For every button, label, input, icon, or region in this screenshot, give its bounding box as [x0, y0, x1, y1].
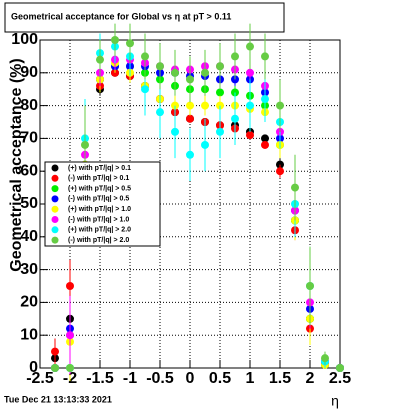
x-tick-label: 0.5	[209, 370, 231, 387]
legend-marker	[51, 216, 59, 223]
chart-title: Geometrical acceptance for Global vs η a…	[11, 11, 231, 21]
data-point	[261, 52, 269, 61]
data-point	[201, 68, 209, 77]
data-point	[246, 42, 254, 51]
data-point	[291, 183, 299, 192]
data-point	[246, 101, 254, 110]
data-point	[261, 95, 269, 104]
y-tick-label: 90	[20, 64, 38, 81]
data-point	[306, 282, 314, 290]
data-point	[66, 331, 74, 340]
legend-label: (+) with pT/|q| > 2.0	[68, 227, 131, 234]
y-tick-label: 40	[20, 228, 38, 245]
data-point	[171, 127, 179, 136]
data-point	[126, 39, 134, 48]
legend-label: (+) with pT/|q| > 1.0	[68, 206, 131, 213]
legend-label: (+) with pT/|q| > 0.5	[68, 185, 131, 192]
y-tick-label: 50	[20, 195, 38, 212]
data-point	[186, 114, 194, 123]
data-point	[321, 354, 329, 363]
x-tick-label: -2.5	[26, 370, 54, 387]
plot-frame	[39, 39, 341, 369]
data-point	[246, 68, 254, 77]
data-point	[186, 101, 194, 110]
y-tick-label: 10	[20, 326, 38, 343]
data-point	[66, 282, 74, 290]
y-axis-label: Geometrical acceptance (%)	[8, 58, 25, 271]
x-tick-label: 0	[186, 370, 195, 387]
series	[51, 23, 344, 372]
y-tick-label: 20	[20, 294, 38, 311]
legend-label: (-) with pT/|q| > 0.5	[68, 196, 129, 203]
data-point	[81, 140, 89, 149]
y-tick-label: 80	[20, 97, 38, 114]
data-point	[66, 364, 74, 372]
legend: (+) with pT/|q| > 0.1 (-) with pT/|q| > 0…	[44, 161, 161, 247]
x-tick-label: 1.5	[269, 370, 291, 387]
legend-marker	[51, 164, 59, 172]
x-tick-label: 1	[246, 370, 255, 387]
data-point	[96, 55, 104, 64]
x-tick-label: 2	[306, 370, 315, 387]
legend-box	[44, 161, 161, 247]
y-tick-label: 60	[20, 162, 38, 179]
x-tick-label: 2.5	[329, 370, 351, 387]
legend-marker	[51, 185, 59, 193]
x-tick-label: -1.5	[86, 370, 114, 387]
legend-marker	[51, 236, 59, 244]
legend-marker	[51, 174, 59, 182]
y-tick-label: 100	[11, 31, 38, 48]
data-point	[201, 101, 209, 110]
data-point	[141, 85, 149, 94]
data-point	[261, 140, 269, 149]
title-box	[4, 2, 285, 33]
data-point	[231, 52, 239, 61]
y-tick-label: 70	[20, 130, 38, 147]
data-point	[216, 88, 224, 97]
data-point	[51, 364, 59, 372]
legend-marker	[51, 226, 59, 234]
data-point	[231, 114, 239, 123]
data-point	[111, 36, 119, 44]
data-point	[171, 68, 179, 77]
footer: Tue Dec 21 13:13:33 2021	[4, 394, 112, 404]
legend-label: (-) with pT/|q| > 1.0	[68, 216, 129, 223]
data-point	[336, 364, 344, 372]
data-point	[276, 101, 284, 110]
y-tick-label: 0	[29, 359, 38, 376]
legend-marker	[51, 205, 59, 213]
data-point	[246, 131, 254, 140]
x-tick-label: -1	[123, 370, 137, 387]
data-point	[216, 127, 224, 136]
data-point	[51, 347, 59, 356]
legend-label: (-) with pT/|q| > 2.0	[68, 237, 129, 244]
legend-label: (-) with pT/|q| > 0.1	[68, 175, 129, 182]
data-point	[141, 52, 149, 61]
data-point	[186, 150, 194, 159]
data-point	[276, 167, 284, 176]
data-point	[156, 62, 164, 71]
data-point	[261, 134, 269, 143]
data-point	[186, 75, 194, 84]
x-axis-label: η	[331, 393, 339, 409]
legend-marker	[51, 195, 59, 203]
data-point	[201, 140, 209, 149]
data-point	[156, 108, 164, 117]
y-tick-label: 30	[20, 261, 38, 278]
x-tick-label: -0.5	[146, 370, 174, 387]
legend-label: (+) with pT/|q| > 0.1	[68, 165, 131, 172]
data-point	[216, 62, 224, 71]
